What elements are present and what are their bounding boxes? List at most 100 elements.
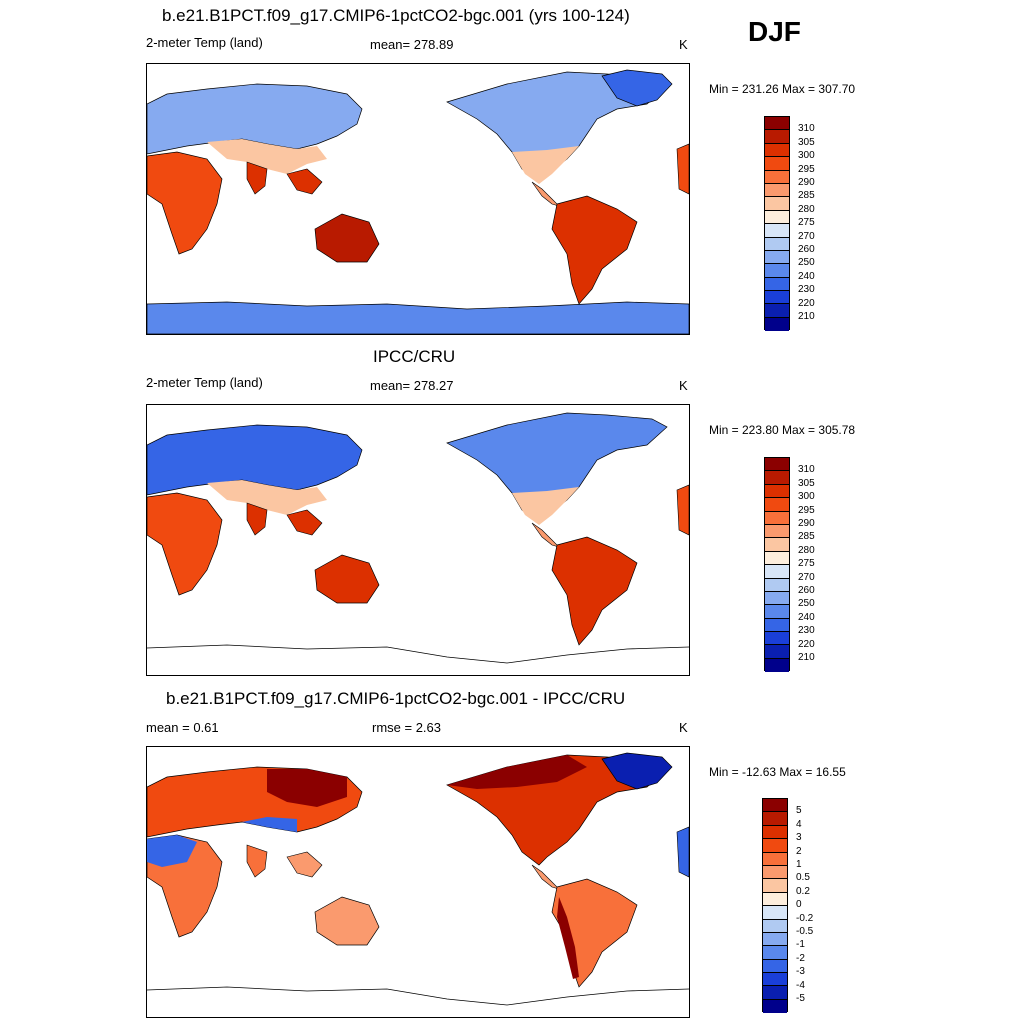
colorbar-swatch bbox=[765, 143, 789, 158]
colorbar-tick-label: -4 bbox=[796, 979, 805, 991]
colorbar-swatch bbox=[763, 959, 787, 974]
colorbar-swatch bbox=[765, 591, 789, 606]
panel-2-variable-label: 2-meter Temp (land) bbox=[146, 375, 263, 390]
colorbar-swatch bbox=[763, 906, 787, 920]
panel-2-minmax: Min = 223.80 Max = 305.78 bbox=[709, 423, 856, 437]
panel-2-units-label: K bbox=[679, 378, 688, 393]
colorbar-swatch bbox=[763, 865, 787, 880]
colorbar-tick-label: 295 bbox=[798, 163, 815, 175]
colorbar-tick-label: 230 bbox=[798, 284, 815, 296]
colorbar-tick-label: 3 bbox=[796, 832, 802, 844]
colorbar-swatch bbox=[765, 170, 789, 184]
colorbar-tick-label: 280 bbox=[798, 544, 815, 556]
colorbar-tick-label: 300 bbox=[798, 150, 815, 162]
colorbar-swatch bbox=[763, 839, 787, 853]
colorbar-tick-label: 230 bbox=[798, 625, 815, 637]
landmass-africa-east-edge bbox=[676, 826, 689, 878]
colorbar-tick-label: 290 bbox=[798, 177, 815, 188]
landmass-se-asia bbox=[286, 168, 323, 195]
landmass-africa bbox=[147, 151, 223, 255]
season-label: DJF bbox=[748, 16, 801, 47]
colorbar-swatch bbox=[763, 999, 787, 1014]
landmass-antarctica bbox=[147, 301, 689, 334]
colorbar-tick-label: 0.2 bbox=[796, 885, 810, 897]
colorbar-tick-label: 285 bbox=[798, 190, 815, 202]
colorbar-tick-label: 285 bbox=[798, 531, 815, 543]
colorbar-swatch bbox=[765, 224, 789, 238]
colorbar-swatch bbox=[763, 852, 787, 866]
colorbar-swatch bbox=[765, 317, 789, 332]
colorbar-tick-label: 240 bbox=[798, 611, 815, 623]
colorbar-tick-label: 220 bbox=[798, 297, 815, 309]
colorbar-swatch bbox=[765, 458, 789, 472]
colorbar-tick-label: 4 bbox=[796, 818, 802, 830]
landmass-eurasia-south bbox=[207, 139, 327, 174]
landmass-north-america-north bbox=[447, 755, 587, 789]
landmass-africa bbox=[147, 492, 223, 596]
colorbar-tick-label: 260 bbox=[798, 585, 815, 596]
colorbar-swatch bbox=[765, 578, 789, 592]
colorbar-tick-label: 310 bbox=[798, 464, 815, 476]
colorbar-tick-label: -1 bbox=[796, 939, 805, 951]
landmass-eurasia bbox=[147, 83, 363, 155]
colorbar-tick-label: 250 bbox=[798, 257, 815, 269]
landmass-australia bbox=[314, 554, 380, 604]
colorbar-swatch bbox=[763, 879, 787, 893]
colorbar-swatch bbox=[765, 618, 789, 633]
landmass-africa-east-edge bbox=[676, 143, 689, 195]
colorbar-tick-label: 305 bbox=[798, 477, 815, 489]
landmass-eurasia bbox=[147, 424, 363, 496]
colorbar-tick-label: 2 bbox=[796, 845, 802, 857]
colorbar-swatch bbox=[763, 946, 787, 960]
colorbar-tick-label: -2 bbox=[796, 952, 805, 964]
colorbar-tick-label: 275 bbox=[798, 217, 815, 229]
landmass-north-america-south bbox=[512, 146, 579, 184]
colorbar-swatch bbox=[765, 658, 789, 673]
landmass-se-asia bbox=[286, 851, 323, 878]
colorbar-tick-label: 270 bbox=[798, 571, 815, 583]
colorbar-swatch bbox=[765, 264, 789, 278]
panel-1-title: b.e21.B1PCT.f09_g17.CMIP6-1pctCO2-bgc.00… bbox=[162, 6, 630, 25]
landmass-central-america bbox=[531, 181, 561, 207]
panel-2-map bbox=[146, 404, 690, 676]
colorbar-swatch bbox=[765, 645, 789, 659]
colorbar-swatch bbox=[765, 484, 789, 499]
landmass-south-america bbox=[551, 195, 638, 305]
colorbar-tick-label: 310 bbox=[798, 123, 815, 135]
landmass-antarctica-outline bbox=[147, 644, 689, 664]
colorbar-swatches bbox=[764, 116, 790, 332]
colorbar-tick-label: -5 bbox=[796, 993, 805, 1004]
panel-2-title: IPCC/CRU bbox=[373, 347, 456, 366]
colorbar-tick-label: 1 bbox=[796, 859, 802, 870]
panel-3-units-label: K bbox=[679, 720, 688, 735]
colorbar-swatch bbox=[765, 183, 789, 198]
colorbar-swatch bbox=[765, 277, 789, 292]
colorbar-swatch bbox=[765, 632, 789, 646]
colorbar-tick-label: 295 bbox=[798, 504, 815, 516]
landmass-australia bbox=[314, 896, 380, 946]
colorbar-swatch bbox=[765, 237, 789, 251]
landmass-greenland bbox=[601, 69, 673, 107]
landmass-north-america-south bbox=[512, 487, 579, 525]
colorbar-swatch bbox=[765, 304, 789, 318]
panel-3-minmax: Min = -12.63 Max = 16.55 bbox=[709, 765, 846, 779]
colorbar-tick-label: 275 bbox=[798, 558, 815, 570]
colorbar-tick-label: 0.5 bbox=[796, 872, 810, 884]
colorbar-swatch bbox=[763, 892, 787, 907]
colorbar-swatch bbox=[763, 825, 787, 840]
colorbar-tick-label: 270 bbox=[798, 230, 815, 242]
landmass-siberia bbox=[267, 769, 347, 807]
colorbar-swatch bbox=[765, 157, 789, 171]
panel-3-map bbox=[146, 746, 690, 1018]
colorbar-tick-label: 210 bbox=[798, 311, 815, 322]
colorbar-swatch bbox=[763, 919, 787, 933]
colorbar-tick-label: -3 bbox=[796, 966, 805, 978]
colorbar-tick-label: 290 bbox=[798, 518, 815, 529]
colorbar-tick-label: -0.5 bbox=[796, 926, 814, 937]
colorbar-swatch bbox=[765, 210, 789, 225]
colorbar-swatch bbox=[765, 511, 789, 525]
colorbar-swatch bbox=[765, 538, 789, 552]
panel-1-map bbox=[146, 63, 690, 335]
colorbar-swatch bbox=[765, 471, 789, 485]
landmass-tibet bbox=[242, 817, 297, 832]
